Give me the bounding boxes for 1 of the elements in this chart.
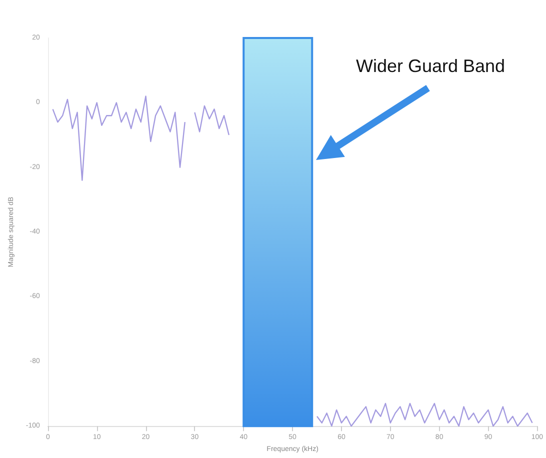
annotation: Wider Guard Band bbox=[356, 56, 506, 77]
